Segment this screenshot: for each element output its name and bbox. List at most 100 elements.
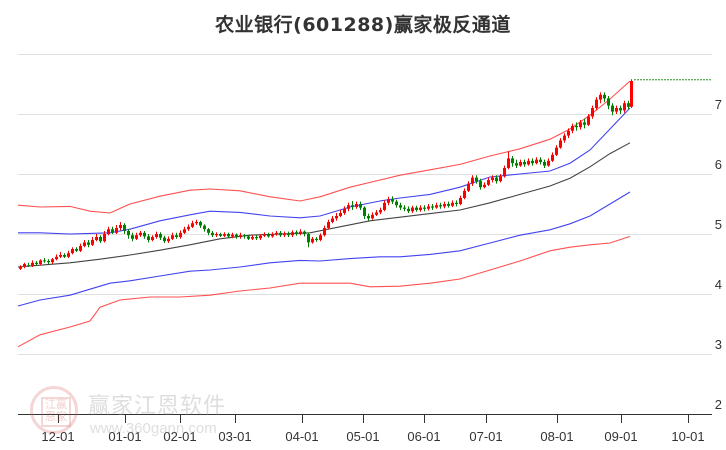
candle-body (191, 223, 194, 227)
candle-body (43, 260, 46, 262)
candlestick (463, 188, 466, 200)
candle-body (611, 105, 614, 112)
candle-body (595, 99, 598, 108)
candlestick (371, 212, 374, 220)
candle-body (443, 204, 446, 207)
candle-body (343, 208, 346, 213)
y-tick-label: 5 (715, 217, 722, 232)
x-tick-label: 05-01 (346, 429, 379, 444)
candle-body (511, 158, 514, 164)
candlestick (363, 206, 366, 219)
candlestick (87, 240, 90, 248)
candlestick (511, 156, 514, 167)
candle-body (355, 204, 358, 207)
candlestick (115, 225, 118, 234)
x-tick-label: 08-01 (540, 429, 573, 444)
candlestick (335, 213, 338, 221)
candle-body (571, 126, 574, 131)
candlestick (543, 159, 546, 168)
candle-body (547, 160, 550, 166)
candlestick (495, 175, 498, 184)
candlestick (383, 200, 386, 212)
candlestick (291, 230, 294, 237)
candlestick (143, 231, 146, 239)
candle-body (55, 256, 58, 260)
candle-body (539, 159, 542, 162)
candlestick (243, 234, 246, 239)
candlestick (43, 258, 46, 263)
x-tick-label: 10-01 (671, 429, 704, 444)
candlestick (443, 201, 446, 209)
candle-body (395, 201, 398, 206)
candlestick (587, 114, 590, 126)
candle-body (363, 207, 366, 216)
candlestick (563, 133, 566, 143)
x-tick-label: 04-01 (285, 429, 318, 444)
candlestick (231, 232, 234, 239)
candle-body (503, 168, 506, 177)
candlestick (583, 118, 586, 129)
gridlines (18, 54, 712, 355)
candle-body (523, 162, 526, 165)
candle-body (463, 190, 466, 198)
candle-body (551, 154, 554, 161)
candle-body (167, 238, 170, 242)
candle-body (79, 246, 82, 251)
candlestick (535, 157, 538, 165)
candle-body (163, 237, 166, 242)
candle-body (615, 108, 618, 112)
candle-body (151, 237, 154, 240)
candlestick (611, 103, 614, 116)
candle-body (267, 234, 270, 237)
candle-body (423, 207, 426, 209)
candlestick (47, 259, 50, 264)
candlestick (95, 234, 98, 242)
candlestick (107, 226, 110, 236)
candle-body (71, 249, 74, 254)
candlestick (135, 232, 138, 240)
candle-body (471, 177, 474, 184)
candlestick (551, 152, 554, 162)
candlestick (283, 231, 286, 237)
candle-body (311, 238, 314, 243)
candle-body (331, 218, 334, 222)
candlestick (67, 250, 70, 258)
x-axis: 12-01 01-01 02-01 03-01 04-01 05-01 06-01 07-01… (18, 414, 712, 444)
candlestick (607, 96, 610, 110)
candle-body (587, 116, 590, 125)
candlestick (555, 145, 558, 156)
candle-body (179, 232, 182, 237)
candle-body (527, 160, 530, 165)
candlestick (91, 237, 94, 246)
candle-body (555, 147, 558, 155)
candle-body (35, 262, 38, 264)
candle-body (427, 206, 430, 209)
candle-body (219, 234, 222, 236)
candlestick (359, 201, 362, 210)
candlestick (199, 220, 202, 228)
candlestick (179, 230, 182, 239)
candlestick (163, 235, 166, 243)
candle-body (515, 163, 518, 166)
candle-body (579, 122, 582, 128)
candle-body (487, 180, 490, 185)
candlestick (575, 122, 578, 131)
candle-body (435, 205, 438, 208)
candle-body (231, 234, 234, 237)
candlesticks (19, 79, 633, 270)
candle-body (295, 232, 298, 234)
candle-body (255, 237, 258, 239)
candle-body (227, 234, 230, 237)
candle-body (619, 108, 622, 111)
candlestick (407, 206, 410, 213)
candlestick (391, 196, 394, 204)
candle-body (491, 177, 494, 180)
candle-body (119, 225, 122, 228)
candlestick (567, 128, 570, 138)
candlestick (287, 231, 290, 237)
candlestick (319, 233, 322, 242)
candle-body (247, 236, 250, 239)
candlestick (207, 228, 210, 236)
candlestick (599, 92, 602, 104)
candlestick (627, 100, 630, 110)
